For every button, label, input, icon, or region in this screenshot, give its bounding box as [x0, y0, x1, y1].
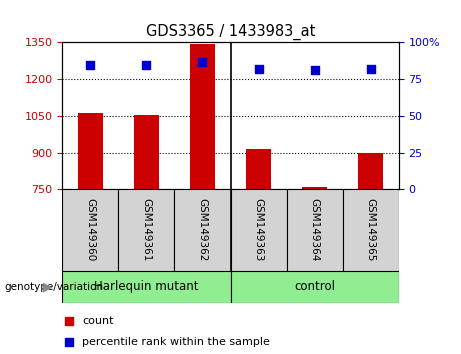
Bar: [230, 271, 399, 303]
Point: [311, 68, 318, 73]
Point: [65, 318, 73, 324]
Bar: [287, 189, 343, 271]
Text: GSM149361: GSM149361: [142, 198, 151, 262]
Point: [142, 62, 150, 67]
Bar: [134, 115, 159, 189]
Point: [65, 339, 73, 345]
Text: control: control: [294, 280, 335, 293]
Text: GSM149364: GSM149364: [310, 198, 319, 262]
Text: count: count: [83, 316, 114, 326]
Bar: [62, 271, 230, 303]
Bar: [174, 189, 230, 271]
Bar: [62, 189, 118, 271]
Bar: [358, 153, 384, 189]
Point: [367, 66, 374, 72]
Text: ▶: ▶: [43, 280, 53, 293]
Bar: [77, 114, 103, 189]
Bar: [118, 189, 174, 271]
Text: GSM149363: GSM149363: [254, 198, 264, 262]
Point: [255, 66, 262, 72]
Text: GSM149362: GSM149362: [197, 198, 207, 262]
Bar: [343, 189, 399, 271]
Text: GSM149360: GSM149360: [85, 199, 95, 262]
Point: [87, 62, 94, 67]
Bar: [190, 44, 215, 189]
Bar: [302, 187, 327, 189]
Bar: [230, 189, 287, 271]
Text: Harlequin mutant: Harlequin mutant: [94, 280, 199, 293]
Bar: [246, 149, 271, 189]
Point: [199, 59, 206, 64]
Text: GSM149365: GSM149365: [366, 198, 376, 262]
Title: GDS3365 / 1433983_at: GDS3365 / 1433983_at: [146, 23, 315, 40]
Text: percentile rank within the sample: percentile rank within the sample: [83, 337, 270, 347]
Text: genotype/variation: genotype/variation: [5, 282, 104, 292]
